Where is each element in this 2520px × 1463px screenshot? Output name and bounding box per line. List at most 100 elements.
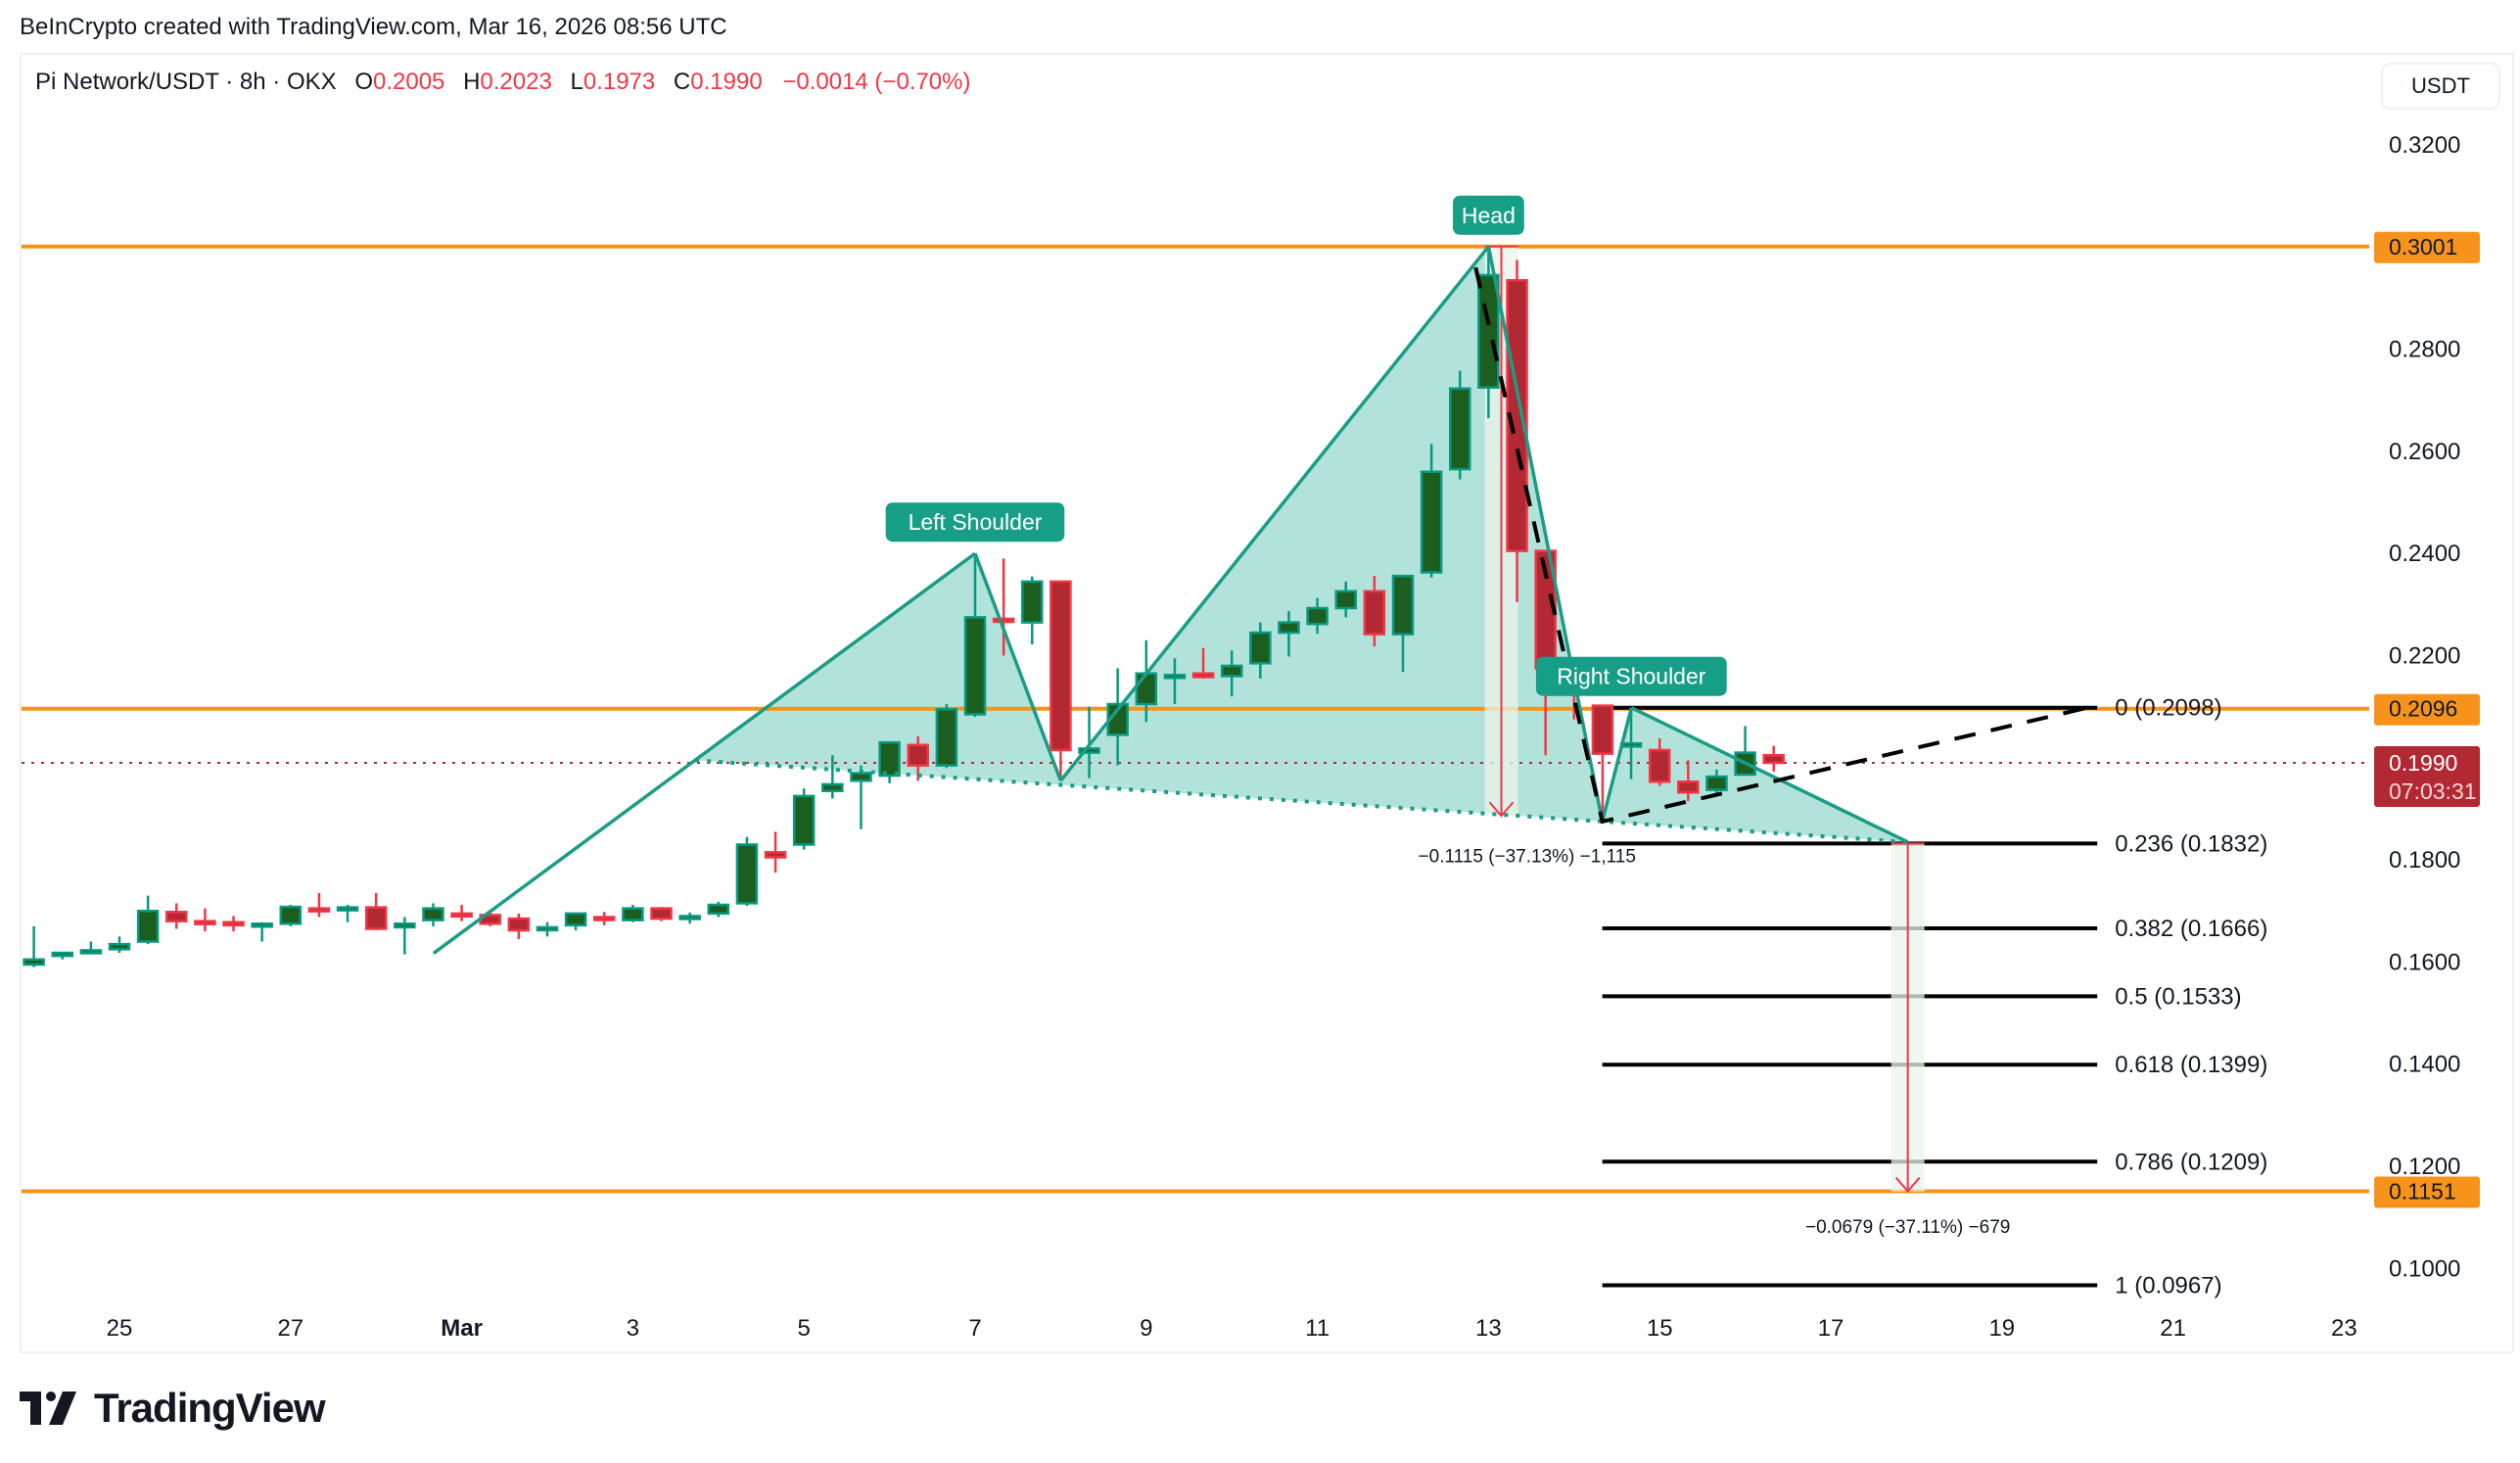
fib-level-label: 0 (0.2098) bbox=[2115, 695, 2221, 722]
last-price-badge bbox=[2374, 746, 2480, 808]
candle-up[interactable] bbox=[23, 958, 45, 967]
candle-up[interactable] bbox=[1249, 631, 1272, 665]
candle-down[interactable] bbox=[650, 907, 673, 920]
tradingview-logo[interactable]: TradingView bbox=[20, 1385, 326, 1432]
pattern-leg-line[interactable] bbox=[1630, 706, 1909, 844]
candle-up[interactable] bbox=[108, 942, 131, 951]
candle-up[interactable] bbox=[821, 782, 844, 792]
candle-up[interactable] bbox=[878, 740, 901, 778]
measure-label: −0.0679 (−37.11%) −679 bbox=[1805, 1217, 2010, 1238]
neckline-dotted[interactable] bbox=[695, 758, 1908, 844]
candle-up[interactable] bbox=[1449, 387, 1471, 471]
candle-up[interactable] bbox=[1220, 664, 1243, 678]
pattern-leg-line[interactable] bbox=[973, 552, 1063, 781]
candle-up[interactable] bbox=[735, 843, 759, 905]
candle-up[interactable] bbox=[1619, 741, 1643, 748]
time-axis-tick: 13 bbox=[1475, 1315, 1502, 1342]
candle-down[interactable] bbox=[992, 617, 1015, 624]
candle-up[interactable] bbox=[622, 907, 644, 921]
candle-down[interactable] bbox=[593, 916, 616, 921]
candle-up[interactable] bbox=[1278, 621, 1300, 635]
candle-up[interactable] bbox=[536, 925, 559, 932]
measure-arrow-head bbox=[1894, 1176, 1921, 1194]
time-axis-tick: 11 bbox=[1305, 1315, 1330, 1342]
candle-up[interactable] bbox=[251, 922, 273, 928]
dashed-trend-line[interactable] bbox=[1473, 266, 2088, 825]
time-axis-tick: 19 bbox=[1988, 1315, 2015, 1342]
candle-down[interactable] bbox=[1506, 278, 1528, 552]
candle-up[interactable] bbox=[136, 910, 160, 943]
time-axis-tick: 9 bbox=[1140, 1315, 1152, 1342]
candle-up[interactable] bbox=[1021, 580, 1044, 624]
price-axis-tick: 0.1800 bbox=[2389, 847, 2460, 873]
symbol-title[interactable]: Pi Network/USDT · 8h · OKX bbox=[35, 69, 337, 95]
price-axis-tick: 0.3200 bbox=[2389, 132, 2460, 159]
candle-down[interactable] bbox=[1762, 753, 1785, 765]
candle-up[interactable] bbox=[678, 915, 701, 920]
candle-down[interactable] bbox=[307, 907, 331, 913]
low-value: 0.1973 bbox=[583, 69, 656, 95]
candle-down[interactable] bbox=[1677, 780, 1700, 794]
price-axis-tick: 0.1600 bbox=[2389, 949, 2460, 975]
symbol-legend: Pi Network/USDT · 8h · OKX O0.2005 H0.20… bbox=[35, 69, 970, 96]
fib-level-label: 0.618 (0.1399) bbox=[2115, 1052, 2267, 1078]
candle-down[interactable] bbox=[507, 917, 531, 932]
pattern-leg-line[interactable] bbox=[1059, 245, 1490, 782]
candle-up[interactable] bbox=[963, 616, 987, 716]
candle-down[interactable] bbox=[907, 743, 929, 767]
candle-down[interactable] bbox=[1050, 580, 1072, 752]
time-axis-tick: Mar bbox=[441, 1315, 483, 1342]
candle-down[interactable] bbox=[194, 920, 216, 925]
pattern-leg-line[interactable] bbox=[1486, 246, 1605, 823]
candle-up[interactable] bbox=[935, 708, 958, 767]
candle-up[interactable] bbox=[1420, 470, 1443, 574]
candle-up[interactable] bbox=[1163, 674, 1187, 680]
candle-down[interactable] bbox=[1591, 704, 1614, 755]
candle-up[interactable] bbox=[1078, 747, 1100, 754]
candle-up[interactable] bbox=[1306, 606, 1329, 626]
pattern-leg-line[interactable] bbox=[1600, 707, 1634, 823]
candle-up[interactable] bbox=[51, 951, 73, 958]
candle-up[interactable] bbox=[394, 922, 416, 929]
candle-up[interactable] bbox=[850, 772, 872, 782]
time-axis-tick: 25 bbox=[107, 1315, 133, 1342]
candle-up[interactable] bbox=[792, 794, 816, 846]
candle-up[interactable] bbox=[1477, 273, 1500, 389]
candle-countdown-text: 07:03:31 bbox=[2389, 779, 2477, 804]
candle-down[interactable] bbox=[450, 912, 473, 919]
price-axis-tick: 0.2800 bbox=[2389, 337, 2460, 363]
fib-level-label: 0.236 (0.1832) bbox=[2115, 830, 2267, 857]
candle-up[interactable] bbox=[336, 906, 359, 912]
low-key: L bbox=[570, 69, 583, 95]
currency-axis-button[interactable]: USDT bbox=[2381, 63, 2500, 110]
plot-area[interactable]: 0 (0.2098) 0.236 (0.1832) 0.382 (0.1666) 0.… bbox=[22, 195, 2369, 1299]
candle-up[interactable] bbox=[707, 903, 730, 916]
level-price-badge bbox=[2374, 693, 2480, 726]
candle-down[interactable] bbox=[364, 906, 388, 930]
candle-up[interactable] bbox=[1391, 574, 1415, 636]
last-price-text: 0.1990 bbox=[2389, 750, 2457, 776]
candle-up[interactable] bbox=[279, 905, 303, 925]
candle-up[interactable] bbox=[1334, 590, 1357, 610]
candle-down[interactable] bbox=[764, 851, 787, 859]
tradingview-logo-icon bbox=[20, 1392, 76, 1425]
candle-up[interactable] bbox=[1705, 775, 1728, 791]
pattern-leg-line[interactable] bbox=[432, 551, 977, 955]
candle-up[interactable] bbox=[1135, 672, 1158, 706]
candle-down[interactable] bbox=[1648, 748, 1671, 783]
candle-up[interactable] bbox=[422, 907, 444, 921]
candle-up[interactable] bbox=[79, 949, 103, 955]
level-price-badge-text: 0.3001 bbox=[2389, 234, 2457, 260]
level-price-badge bbox=[2374, 231, 2480, 263]
close-key: C bbox=[673, 69, 691, 95]
candle-up[interactable] bbox=[564, 912, 587, 927]
candle-down[interactable] bbox=[165, 911, 188, 922]
candle-down[interactable] bbox=[222, 920, 245, 927]
open-value: 0.2005 bbox=[372, 69, 445, 95]
measure-arrow-head bbox=[1488, 801, 1515, 818]
candle-down[interactable] bbox=[1363, 590, 1386, 636]
time-axis-tick: 15 bbox=[1647, 1315, 1673, 1342]
level-price-badge-text: 0.2096 bbox=[2389, 696, 2457, 722]
candle-down[interactable] bbox=[1191, 672, 1215, 679]
